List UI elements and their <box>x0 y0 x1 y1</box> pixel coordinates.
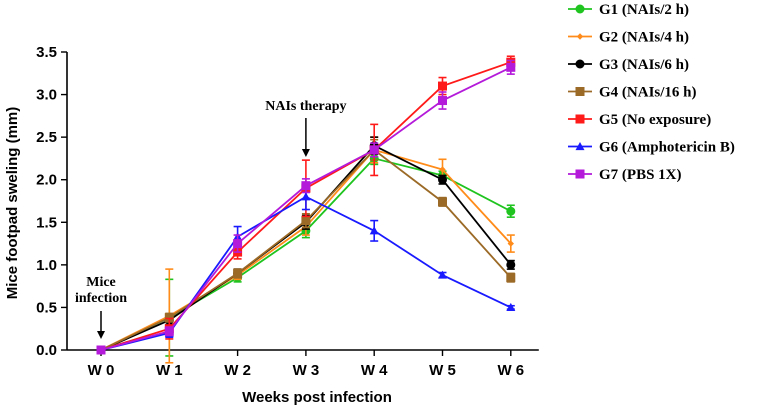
data-point <box>369 226 379 235</box>
data-point <box>506 62 516 72</box>
axes-layer: 0.0 0.5 1.0 1.5 2.0 2.5 3.0 3.5 W 0 W 1 W 2 W 3 W 4 W… <box>4 44 539 406</box>
data-point <box>438 270 447 279</box>
legend-label: G5 (No exposure) <box>599 112 711 128</box>
data-point <box>438 175 447 185</box>
x-axis-title: Weeks post infection <box>242 389 392 406</box>
legend-label: G2 (NAIs/4 h) <box>599 30 689 46</box>
x-tick-label: W 4 <box>361 362 388 379</box>
y-axis-title: Mice footpad sweling (mm) <box>4 107 21 300</box>
legend-marker <box>575 114 585 124</box>
y-tick-label: 3.0 <box>36 87 57 104</box>
legend-marker <box>575 4 585 14</box>
data-point <box>438 197 447 207</box>
legend-label: G7 (PBS 1X) <box>599 167 682 183</box>
x-tick-label: W 6 <box>497 362 524 379</box>
legend-entry-4: G4 (NAIs/16 h) <box>568 85 697 101</box>
series-layer <box>96 55 516 364</box>
legend: G1 (NAIs/2 h) G2 (NAIs/4 h) G3 (NAIs/6 h) G… <box>568 2 735 183</box>
legend-label: G1 (NAIs/2 h) <box>599 2 689 18</box>
y-tick-label: 0.0 <box>36 342 57 359</box>
x-tick-label: W 3 <box>293 362 320 379</box>
legend-marker <box>575 59 585 69</box>
series-6 <box>96 183 516 354</box>
x-tick-label: W 2 <box>224 362 251 379</box>
legend-entry-6: G6 (Amphotericin B) <box>568 140 735 156</box>
legend-marker <box>575 142 585 151</box>
data-point <box>233 268 243 278</box>
y-tick-label: 1.0 <box>36 257 57 274</box>
legend-label: G4 (NAIs/16 h) <box>599 85 697 101</box>
data-point <box>506 302 516 312</box>
legend-label: G3 (NAIs/6 h) <box>599 57 689 73</box>
legend-label: G6 (Amphotericin B) <box>599 140 735 156</box>
x-tick-label: W 5 <box>429 362 456 379</box>
data-point <box>301 181 311 191</box>
data-point <box>438 96 447 106</box>
x-tick-label: W 0 <box>88 362 115 379</box>
data-point <box>506 273 516 283</box>
annotation-nais-therapy: NAIs therapy <box>265 99 347 157</box>
legend-entry-7: G7 (PBS 1X) <box>568 167 682 183</box>
legend-marker <box>575 169 585 179</box>
legend-entry-3: G3 (NAIs/6 h) <box>568 57 689 73</box>
data-point <box>506 206 516 216</box>
y-tick-label: 1.5 <box>36 214 57 231</box>
legend-marker <box>575 87 585 96</box>
y-tick-label: 2.0 <box>36 172 57 189</box>
annotation-label: Mice <box>86 275 116 290</box>
x-tick-label: W 1 <box>156 362 183 379</box>
legend-entry-5: G5 (No exposure) <box>568 112 711 128</box>
data-point <box>164 326 174 336</box>
data-point <box>301 216 311 226</box>
data-point <box>369 145 379 155</box>
legend-marker <box>576 33 584 40</box>
data-point <box>506 260 516 270</box>
y-tick-label: 0.5 <box>36 299 57 316</box>
annotation-label: NAIs therapy <box>265 99 346 114</box>
legend-entry-1: G1 (NAIs/2 h) <box>568 2 689 18</box>
data-point <box>96 345 106 355</box>
data-point <box>439 166 446 173</box>
y-tick-label: 3.5 <box>36 44 57 61</box>
annotation-arrow-head <box>97 331 105 339</box>
data-point <box>301 192 311 201</box>
data-point <box>164 313 174 323</box>
legend-entry-2: G2 (NAIs/4 h) <box>568 30 689 46</box>
data-point <box>507 240 514 247</box>
data-point <box>233 239 243 249</box>
series-7 <box>96 59 516 355</box>
annotation-arrow-head <box>301 149 310 157</box>
annotation-label: infection <box>75 291 127 306</box>
data-point <box>438 81 447 91</box>
y-tick-label: 2.5 <box>36 129 57 146</box>
